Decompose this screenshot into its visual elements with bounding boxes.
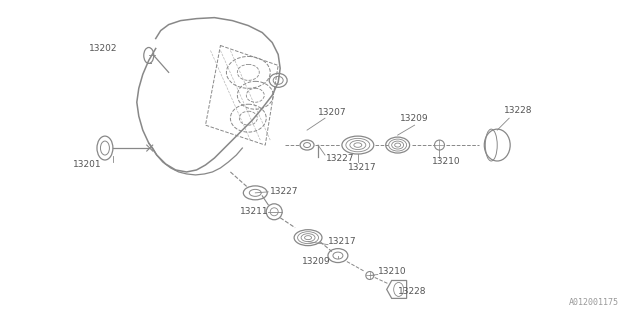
Text: 13209: 13209 [302,257,331,266]
Text: 13228: 13228 [397,287,426,296]
Text: 13202: 13202 [89,44,118,53]
Text: 13211: 13211 [241,207,269,216]
Text: 13228: 13228 [504,106,532,115]
Text: 13209: 13209 [399,114,428,123]
Text: 13201: 13201 [73,160,102,170]
Text: 13217: 13217 [348,164,376,172]
Text: A012001175: A012001175 [569,298,619,307]
Text: 13227: 13227 [270,188,299,196]
Text: 13217: 13217 [328,237,356,246]
Text: 13227: 13227 [326,154,355,163]
Text: 13207: 13207 [318,108,347,117]
Text: 13210: 13210 [431,157,460,166]
Text: 13210: 13210 [378,267,406,276]
